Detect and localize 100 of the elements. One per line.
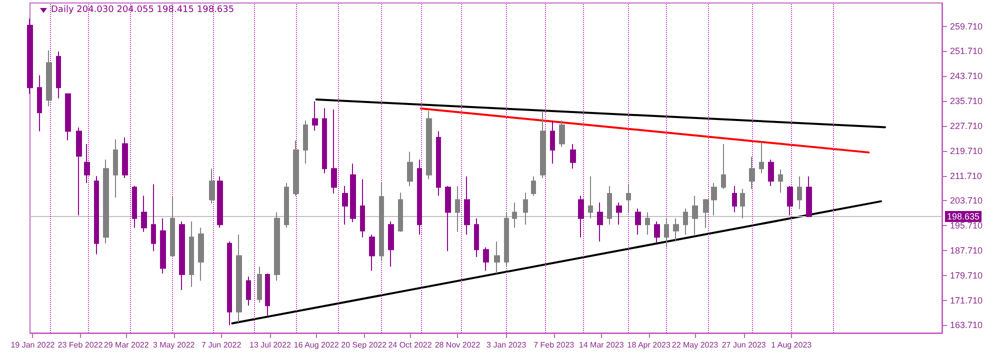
- x-tick-label: 20 Sep 2022: [341, 340, 388, 350]
- candlestick: [84, 144, 90, 184]
- y-tick-label: 211.710: [950, 170, 982, 181]
- candlestick: [37, 74, 42, 132]
- candlestick: [407, 151, 413, 187]
- candlestick: [578, 195, 584, 238]
- candlestick: [388, 221, 394, 268]
- y-tick-label: 235.710: [950, 96, 983, 106]
- candlestick: [787, 186, 793, 216]
- candlestick: [645, 212, 650, 236]
- candlestick: [797, 176, 802, 210]
- chart-title: Daily 204.030 204.055 198.415 198.635: [51, 5, 234, 15]
- candlestick: [806, 176, 812, 218]
- x-tick-label: 18 Apr 2023: [627, 340, 671, 350]
- candlestick: [265, 273, 270, 316]
- y-tick-label: 251.710: [950, 46, 983, 56]
- candlestick: [531, 176, 536, 196]
- candlestick: [56, 51, 61, 99]
- x-tick-label: 29 Mar 2022: [104, 340, 150, 350]
- candlestick: [198, 227, 204, 282]
- y-tick-label: 219.710: [950, 146, 983, 156]
- candlestick: [151, 184, 156, 252]
- candlestick: [379, 182, 384, 262]
- candlestick: [303, 120, 308, 164]
- candlestick: [312, 100, 318, 132]
- y-tick-label: 171.710: [950, 295, 983, 306]
- y-tick-label: 203.710: [950, 196, 983, 206]
- candlestick: [550, 120, 555, 164]
- candlestick: [189, 221, 194, 288]
- candlestick: [227, 240, 232, 326]
- candlestick: [597, 202, 603, 242]
- candlestick: [749, 156, 755, 190]
- candlestick: [654, 221, 660, 243]
- candlestick: [540, 110, 546, 178]
- candlestick: [65, 93, 71, 141]
- candlestick: [740, 188, 745, 219]
- candlestick: [141, 195, 147, 232]
- candlestick: [160, 218, 166, 274]
- candlestick: [170, 196, 175, 256]
- candlestick: [683, 208, 688, 236]
- candlestick: [616, 202, 622, 226]
- candlestick: [436, 130, 441, 196]
- candlestick: [607, 186, 612, 226]
- candlestick: [664, 218, 669, 248]
- ref-line-label: 198.635: [947, 211, 980, 222]
- candlestick: [417, 159, 422, 236]
- candlestick: [626, 184, 631, 213]
- candlestick: [703, 198, 709, 228]
- candlestick: [635, 208, 641, 236]
- y-tick-label: 259.710: [950, 21, 983, 32]
- candlestick: [236, 234, 242, 323]
- x-tick-label: 19 Jan 2022: [10, 340, 56, 350]
- candlestick: [474, 218, 479, 258]
- y-tick-label: 179.710: [950, 270, 983, 280]
- candlestick: [350, 163, 356, 223]
- candlestick: [588, 176, 593, 219]
- y-tick-label: 243.710: [950, 71, 983, 82]
- candlestick: [246, 276, 251, 306]
- candlestick: [113, 138, 118, 198]
- candlestick: [504, 212, 509, 268]
- candlestick: [732, 186, 737, 213]
- x-tick-label: 28 Nov 2022: [434, 340, 481, 350]
- candlestick: [342, 186, 348, 226]
- candlestick: [455, 186, 460, 232]
- y-tick-label: 195.710: [950, 220, 983, 231]
- candlestick: [122, 136, 128, 178]
- candlestick: [673, 218, 679, 242]
- candlestick: [778, 169, 783, 194]
- x-tick-label: 3 May 2022: [152, 340, 196, 350]
- candlestick: [464, 176, 470, 236]
- candlestick: [483, 246, 489, 272]
- x-tick-label: 23 Feb 2022: [58, 340, 104, 350]
- candlestick: [322, 108, 327, 174]
- y-tick-label: 227.710: [950, 120, 983, 131]
- candlestick: [103, 159, 109, 244]
- candlestick: [768, 159, 774, 187]
- candlestick: [369, 234, 375, 272]
- candlestick: [27, 18, 33, 94]
- candlestick: [711, 182, 717, 216]
- x-tick-label: 1 Aug 2023: [771, 340, 812, 350]
- candlestick: [46, 50, 52, 107]
- candlestick: [523, 192, 528, 226]
- candlestick: [284, 182, 289, 228]
- candlestick: [692, 195, 698, 236]
- candlestick: [217, 176, 223, 228]
- candlestick: [257, 266, 262, 304]
- candlestick: [76, 127, 82, 216]
- x-tick-label: 27 Jun 2023: [722, 340, 766, 350]
- candlestick: [559, 120, 565, 148]
- candlestick: [132, 186, 137, 228]
- y-tick-label: 187.710: [950, 245, 983, 256]
- candlestick: [445, 186, 451, 252]
- candlestick: [94, 176, 99, 255]
- candlestick: [274, 212, 280, 282]
- candlestick: [209, 168, 215, 204]
- x-tick-label: 16 Aug 2022: [294, 340, 340, 350]
- candlestick: [331, 108, 337, 194]
- x-tick-label: 3 Jan 2023: [486, 340, 527, 350]
- candlestick: [512, 202, 517, 228]
- candlestick: [570, 144, 576, 170]
